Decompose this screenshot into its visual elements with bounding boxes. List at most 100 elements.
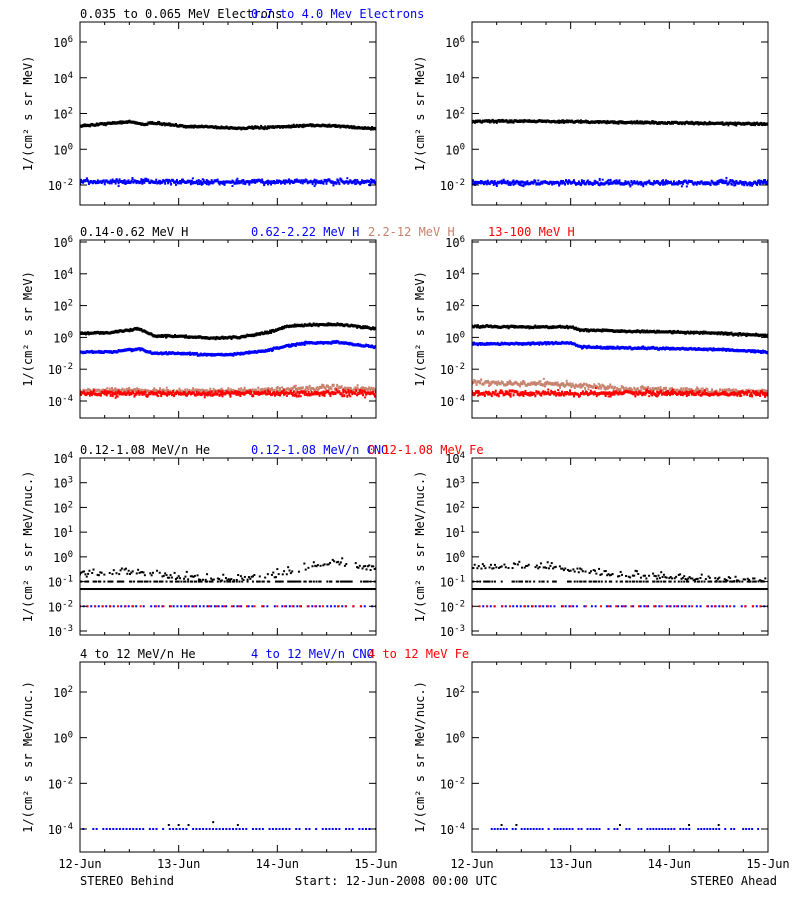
data-point (111, 580, 114, 583)
data-point (539, 383, 542, 387)
data-point (323, 588, 326, 591)
data-point (180, 180, 183, 184)
data-point (355, 389, 358, 393)
data-point (242, 578, 245, 581)
data-point (313, 178, 316, 182)
data-point (233, 580, 236, 583)
data-point (142, 178, 145, 182)
data-point (350, 588, 353, 591)
data-point (92, 568, 95, 571)
data-point (320, 588, 323, 591)
data-point (647, 385, 649, 389)
data-point (354, 562, 357, 565)
data-point (652, 182, 655, 186)
data-point (253, 588, 256, 591)
data-point (586, 179, 589, 183)
data-point (224, 389, 227, 393)
data-point (535, 382, 537, 386)
data-point (292, 605, 295, 608)
data-point (276, 605, 279, 608)
data-point (165, 574, 168, 577)
data-point (563, 393, 566, 397)
data-point (221, 390, 224, 394)
data-point (214, 588, 217, 591)
data-point (494, 389, 497, 393)
data-point (291, 605, 294, 608)
data-point (326, 588, 329, 591)
data-point (170, 588, 173, 591)
data-point (671, 388, 674, 391)
data-point (124, 182, 127, 186)
data-point (315, 580, 318, 583)
data-point (224, 588, 227, 591)
data-point (281, 580, 284, 583)
data-point (548, 381, 551, 385)
data-point (142, 605, 145, 608)
data-point (288, 588, 291, 591)
data-point (303, 562, 306, 565)
data-point (558, 383, 561, 386)
data-point (155, 391, 158, 395)
data-point (157, 605, 160, 608)
data-point (623, 388, 625, 392)
data-point (227, 388, 230, 392)
data-point (656, 395, 659, 398)
data-point (192, 391, 195, 395)
data-point (698, 390, 701, 394)
data-point (118, 573, 121, 576)
data-point (669, 393, 672, 396)
data-point (176, 588, 179, 591)
data-point (121, 387, 124, 391)
data-point (208, 580, 211, 583)
data-point (516, 390, 519, 394)
data-point (183, 577, 186, 580)
data-point (131, 177, 134, 181)
data-point (249, 577, 252, 580)
data-point (229, 395, 232, 398)
data-point (173, 588, 176, 591)
data-point (716, 180, 719, 184)
data-point (521, 382, 524, 386)
data-point (291, 580, 294, 583)
data-point (671, 182, 674, 186)
data-point (610, 385, 613, 389)
data-point (582, 179, 585, 183)
data-point (89, 588, 92, 591)
data-point (323, 563, 326, 566)
data-point (354, 391, 357, 395)
data-point (152, 389, 155, 393)
data-point (277, 588, 280, 591)
data-point (296, 388, 299, 392)
data-point (764, 394, 767, 398)
data-point (278, 179, 281, 183)
data-point (577, 180, 580, 184)
data-point (158, 588, 161, 591)
data-point (230, 588, 233, 591)
data-point (358, 391, 361, 395)
data-point (110, 588, 113, 591)
data-point (260, 588, 263, 591)
data-point (283, 605, 286, 608)
data-point (292, 123, 295, 126)
data-point (264, 387, 267, 391)
data-point (189, 575, 192, 578)
data-point (227, 580, 230, 583)
data-point (577, 384, 580, 388)
data-point (303, 392, 306, 396)
data-point (84, 573, 87, 576)
data-point (109, 393, 112, 397)
data-point (525, 383, 528, 387)
data-point (263, 183, 266, 187)
data-point (561, 181, 564, 185)
data-point (361, 567, 364, 570)
data-point (232, 353, 235, 357)
data-point (297, 588, 300, 591)
data-point (338, 390, 341, 394)
data-point (356, 386, 359, 390)
data-point (103, 182, 106, 186)
data-point (126, 181, 129, 185)
data-point (127, 588, 130, 591)
data-point (337, 580, 340, 583)
data-point (296, 605, 299, 608)
data-point (483, 394, 486, 398)
